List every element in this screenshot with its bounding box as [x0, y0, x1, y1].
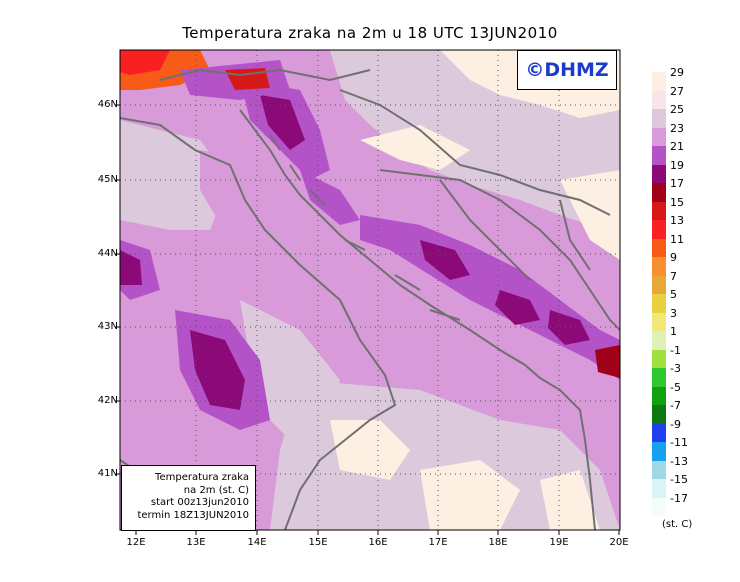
lat-tick-label: 45N — [97, 174, 118, 185]
italy-east-coastline — [120, 117, 397, 530]
info-box: Temperatura zraka na 2m (st. C) start 00… — [121, 465, 256, 531]
legend-label: 11 — [670, 232, 684, 246]
lon-tick-label: 15E — [308, 537, 328, 548]
croatia-hungary-border — [339, 89, 611, 216]
legend-label: 1 — [670, 325, 677, 338]
info-line-1: Temperatura zraka — [155, 472, 249, 483]
legend-label: -15 — [670, 473, 688, 486]
legend-label: -11 — [670, 436, 688, 449]
legend-label: -9 — [670, 417, 681, 431]
legend-unit: (st. C) — [662, 519, 693, 530]
info-line-3: start 00z13jun2010 — [150, 497, 249, 508]
legend-swatch — [652, 479, 666, 498]
legend-label: 15 — [670, 195, 684, 209]
legend-label: 21 — [670, 140, 684, 153]
legend-swatch — [652, 146, 666, 165]
legend-swatch — [652, 90, 666, 109]
lat-tick-label: 42N — [97, 395, 118, 406]
legend-label: -7 — [670, 399, 681, 412]
legend-label: 29 — [670, 66, 684, 79]
legend-swatch — [652, 257, 666, 276]
lon-tick-label: 20E — [609, 537, 629, 548]
map-title: Temperatura zraka na 2m u 18 UTC 13JUN20… — [182, 24, 558, 42]
legend-swatch — [652, 386, 666, 405]
info-line-2: na 2m (st. C) — [183, 484, 249, 496]
legend-swatch — [652, 405, 666, 424]
legend-swatch — [652, 423, 666, 442]
legend-label: -5 — [670, 380, 681, 394]
legend-swatch — [652, 164, 666, 183]
lon-tick-label: 12E — [126, 537, 146, 548]
lat-tick-label: 44N — [97, 248, 118, 259]
legend-label: 17 — [670, 177, 684, 190]
lon-tick-label: 17E — [428, 537, 448, 548]
bosnia-border — [379, 169, 620, 331]
lat-tick-label: 41N — [97, 468, 118, 479]
lon-tick-label: 16E — [368, 537, 388, 548]
legend-label: 9 — [670, 251, 677, 264]
legend-label: 7 — [670, 269, 677, 283]
legend-label: -3 — [670, 362, 681, 375]
adriatic-sea-field — [200, 150, 540, 400]
lat-tick-label: 43N — [97, 321, 118, 332]
legend-swatch — [652, 238, 666, 257]
legend-swatch — [652, 294, 666, 313]
legend-label: 13 — [670, 214, 684, 227]
legend-swatch — [652, 442, 666, 461]
legend-label: 3 — [670, 306, 677, 320]
legend-label: 27 — [670, 84, 684, 98]
legend-swatch — [652, 109, 666, 128]
lon-tick-label: 14E — [247, 537, 267, 548]
lat-tick-label: 46N — [97, 99, 118, 110]
legend-label: -1 — [670, 343, 681, 357]
legend-swatch — [652, 127, 666, 146]
legend-swatch — [652, 275, 666, 294]
legend-swatch — [652, 331, 666, 350]
lon-tick-label: 18E — [488, 537, 508, 548]
legend-label: 5 — [670, 288, 677, 301]
lon-tick-label: 13E — [186, 537, 206, 548]
legend-label: 25 — [670, 103, 684, 116]
legend-swatch — [652, 368, 666, 387]
dhmz-logo: ©DHMZ — [517, 50, 617, 90]
legend-swatch — [652, 460, 666, 479]
legend-swatch — [652, 201, 666, 220]
legend-swatch — [652, 497, 666, 516]
alps-border — [159, 68, 371, 82]
legend-swatch — [652, 72, 666, 91]
legend-label: 23 — [670, 121, 684, 135]
legend-swatch — [652, 349, 666, 368]
croatia-coastline — [239, 109, 596, 530]
info-line-4: termin 18Z13JUN2010 — [137, 509, 249, 521]
lon-tick-label: 19E — [549, 537, 569, 548]
legend-swatch — [652, 183, 666, 202]
legend-swatch — [652, 220, 666, 239]
legend-label: -13 — [670, 454, 688, 468]
legend-label: -17 — [670, 491, 688, 505]
legend-label: 19 — [670, 158, 684, 172]
legend-swatch — [652, 312, 666, 331]
